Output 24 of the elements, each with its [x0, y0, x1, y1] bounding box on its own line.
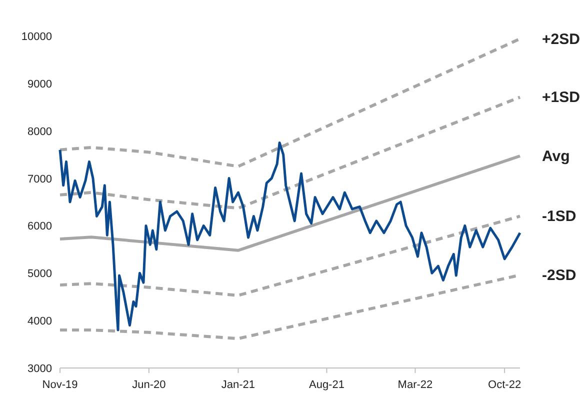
y-tick-label: 9000 [28, 78, 52, 90]
y-tick-label: 5000 [28, 268, 52, 280]
x-tick-label: Nov-19 [42, 379, 78, 391]
y-tick-label: 4000 [28, 316, 52, 328]
x-tick-label: Jan-21 [221, 379, 256, 391]
y-tick-label: 6000 [28, 220, 52, 233]
series-label: -2SD [542, 267, 576, 284]
y-tick-label: 7000 [28, 173, 52, 186]
line-series [58, 154, 522, 252]
series-label: +1SD [542, 89, 580, 106]
line-series [58, 141, 522, 332]
x-tick-label: Aug-21 [308, 379, 344, 391]
series-label: Avg [542, 148, 570, 165]
x-tick-label: Oct-22 [488, 379, 522, 391]
series-label: -1SD [542, 208, 576, 226]
series-label: +2SD [542, 30, 580, 48]
line-series [58, 37, 522, 168]
line-series [58, 214, 522, 297]
line-series [58, 96, 522, 210]
y-tick-label: 10000 [21, 31, 52, 43]
y-tick-label: 3000 [28, 363, 52, 375]
x-tick-label: Mar-22 [398, 379, 433, 391]
y-tick-label: 8000 [28, 126, 52, 138]
x-tick-label: Jun-20 [132, 379, 166, 391]
